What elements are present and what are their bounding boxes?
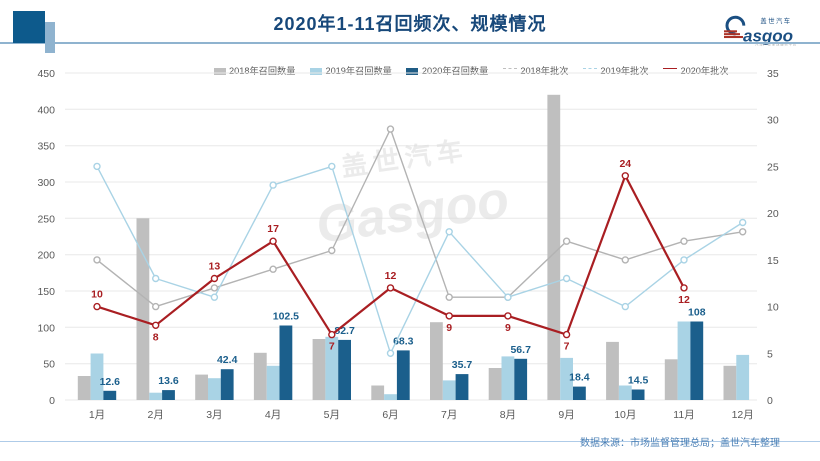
svg-text:200: 200 [37,250,55,262]
svg-text:108: 108 [688,307,706,319]
svg-text:13: 13 [209,261,221,273]
svg-text:25: 25 [767,161,779,173]
svg-text:0: 0 [767,395,773,407]
svg-text:12月: 12月 [732,409,754,421]
svg-text:Gasgoo: Gasgoo [313,171,513,255]
svg-text:7月: 7月 [441,409,457,421]
svg-text:1月: 1月 [89,409,105,421]
svg-text:6月: 6月 [382,409,398,421]
svg-text:102.5: 102.5 [273,311,299,323]
svg-text:10: 10 [91,289,103,301]
svg-text:56.7: 56.7 [510,344,531,356]
svg-text:42.4: 42.4 [217,354,238,366]
svg-text:450: 450 [37,68,55,80]
svg-text:400: 400 [37,104,55,116]
svg-text:5: 5 [767,348,773,360]
svg-text:7: 7 [329,341,335,353]
svg-text:150: 150 [37,286,55,298]
svg-text:3月: 3月 [206,409,222,421]
svg-text:10: 10 [767,302,779,314]
svg-text:20: 20 [767,208,779,220]
svg-text:35.7: 35.7 [452,359,473,371]
svg-text:15: 15 [767,255,779,267]
svg-text:12.6: 12.6 [100,376,121,388]
svg-text:0: 0 [49,395,55,407]
svg-text:100: 100 [37,322,55,334]
svg-text:50: 50 [43,359,55,371]
svg-text:300: 300 [37,177,55,189]
svg-text:2月: 2月 [148,409,164,421]
svg-text:11月: 11月 [673,409,694,421]
svg-text:12: 12 [678,294,690,306]
svg-text:4月: 4月 [265,409,281,421]
svg-text:8: 8 [153,331,159,343]
svg-text:8月: 8月 [500,409,516,421]
svg-text:9: 9 [505,322,511,334]
svg-text:17: 17 [267,223,279,235]
svg-text:9月: 9月 [558,409,574,421]
svg-text:24: 24 [619,158,631,170]
svg-text:5月: 5月 [324,409,340,421]
svg-text:10月: 10月 [614,409,636,421]
svg-text:250: 250 [37,213,55,225]
svg-text:35: 35 [767,68,779,80]
svg-text:12: 12 [385,270,397,282]
svg-text:14.5: 14.5 [628,375,649,387]
svg-text:盖世汽车: 盖世汽车 [339,135,470,183]
svg-text:18.4: 18.4 [569,372,590,384]
svg-text:7: 7 [564,341,570,353]
svg-text:350: 350 [37,141,55,153]
svg-text:9: 9 [446,322,452,334]
svg-text:13.6: 13.6 [158,375,179,387]
svg-text:30: 30 [767,115,779,127]
